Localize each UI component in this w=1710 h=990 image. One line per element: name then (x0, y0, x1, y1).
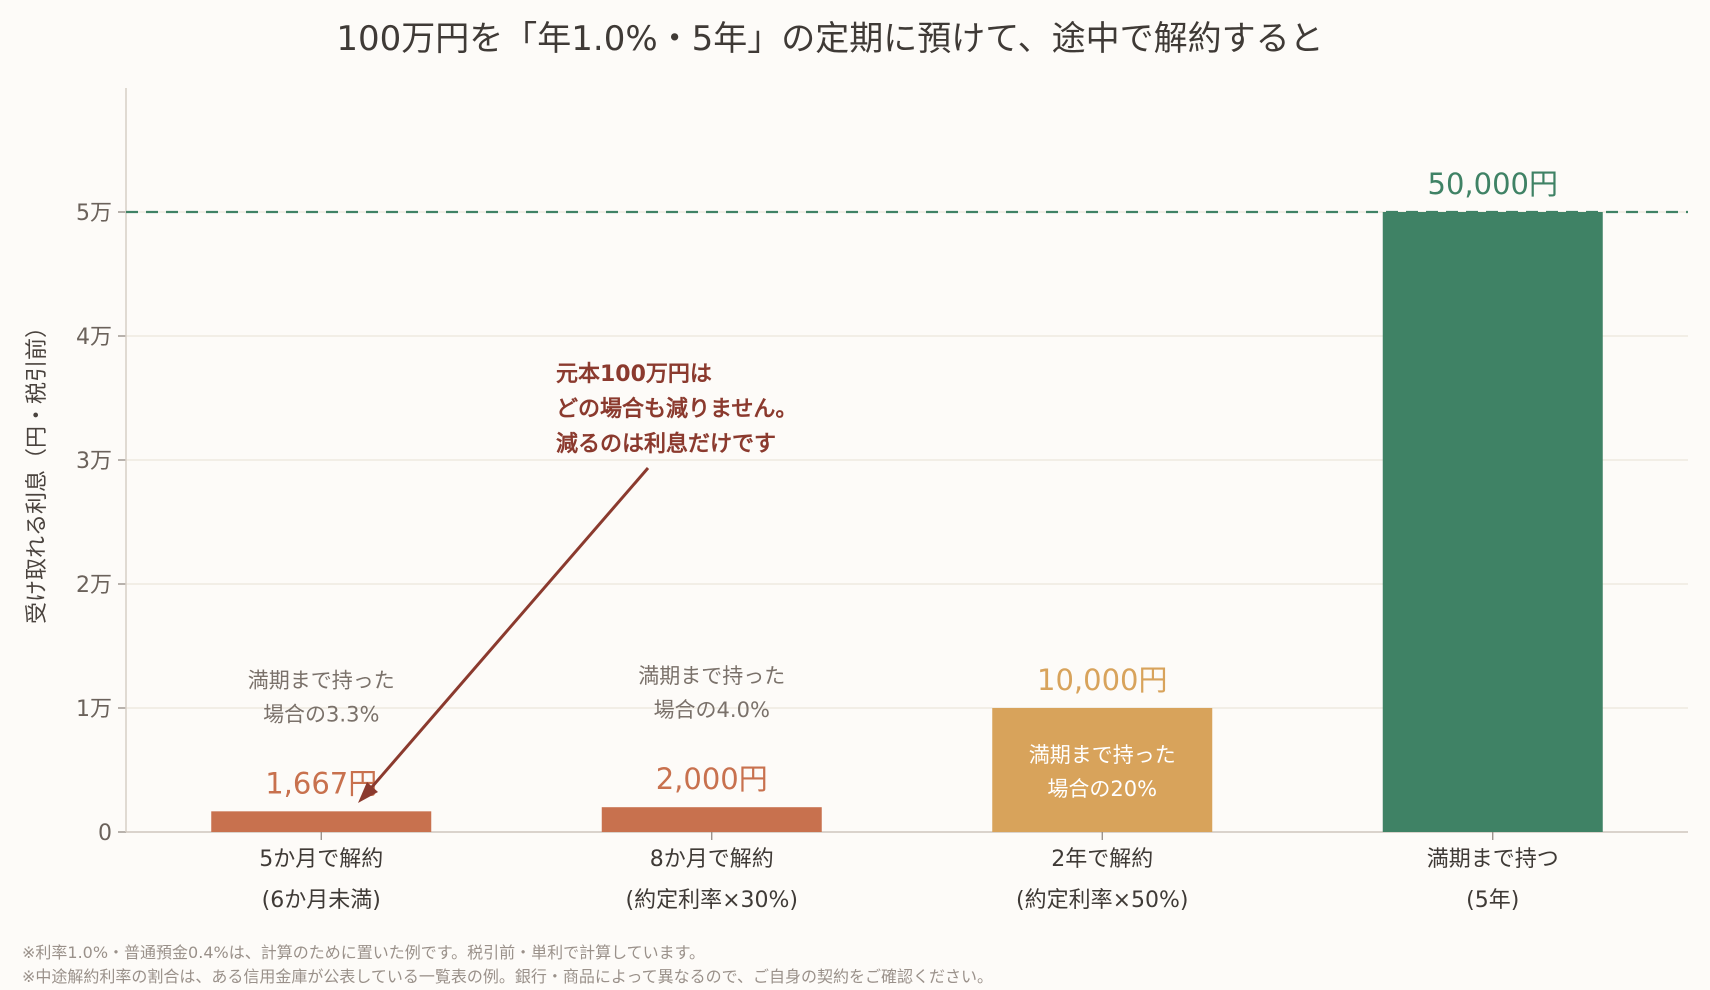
annotation-arrowhead (358, 782, 378, 803)
bar-value-label: 10,000円 (1037, 663, 1167, 697)
footnote-2: ※中途解約利率の割合は、ある信用金庫が公表している一覧表の例。銀行・商品によって… (22, 967, 993, 986)
bar-value-label: 1,667円 (265, 766, 377, 800)
y-axis-label: 受け取れる利息（円・税引前） (25, 316, 50, 624)
annotation-arrow (363, 467, 650, 796)
bar-value-label: 2,000円 (656, 762, 768, 796)
y-tick-label: 3万 (76, 449, 112, 474)
bar-share-label: 満期まで持った (638, 664, 785, 688)
x-tick-label: (約定利率×30%) (626, 888, 799, 913)
y-axis-ticks: 0 1万 2万 3万 4万 5万 (76, 201, 126, 846)
bar (1382, 212, 1603, 832)
x-tick-label: 5か月で解約 (259, 847, 383, 872)
x-tick-label: 8か月で解約 (650, 847, 774, 872)
y-tick-label: 1万 (76, 697, 112, 722)
bar-share-label: 満期まで持った (248, 668, 395, 692)
bars: 1,667円満期まで持った場合の3.3%5か月で解約(6か月未満)2,000円満… (211, 167, 1603, 913)
bar-share-label: 場合の3.3% (263, 702, 379, 726)
bar (992, 708, 1213, 832)
y-tick-label: 0 (98, 821, 112, 846)
bar-share-label: 場合の4.0% (654, 698, 770, 722)
y-tick-label: 2万 (76, 573, 112, 598)
y-tick-label: 5万 (76, 201, 112, 226)
footnote-1: ※利率1.0%・普通預金0.4%は、計算のために置いた例です。税引前・単利で計算… (22, 943, 705, 962)
x-tick-label: 満期まで持つ (1427, 847, 1559, 872)
annotation-line-1: 元本100万円は (556, 362, 712, 387)
chart-title: 100万円を「年1.0%・5年」の定期に預けて、途中で解約すると (336, 19, 1323, 59)
bar-value-label: 50,000円 (1428, 167, 1558, 201)
y-tick-label: 4万 (76, 325, 112, 350)
bar-share-label: 場合の20% (1047, 777, 1157, 801)
bar (211, 811, 432, 832)
annotation-line-2: どの場合も減りません。 (556, 396, 797, 422)
bar (601, 807, 822, 832)
x-tick-label: (5年) (1466, 888, 1519, 913)
x-tick-label: 2年で解約 (1051, 847, 1153, 872)
x-tick-label: (6か月未満) (262, 888, 381, 913)
annotation: 元本100万円は どの場合も減りません。 減るのは利息だけです (358, 362, 797, 803)
annotation-line-3: 減るのは利息だけです (556, 431, 776, 457)
bar-share-label: 満期まで持った (1029, 743, 1176, 767)
x-tick-label: (約定利率×50%) (1016, 888, 1189, 913)
